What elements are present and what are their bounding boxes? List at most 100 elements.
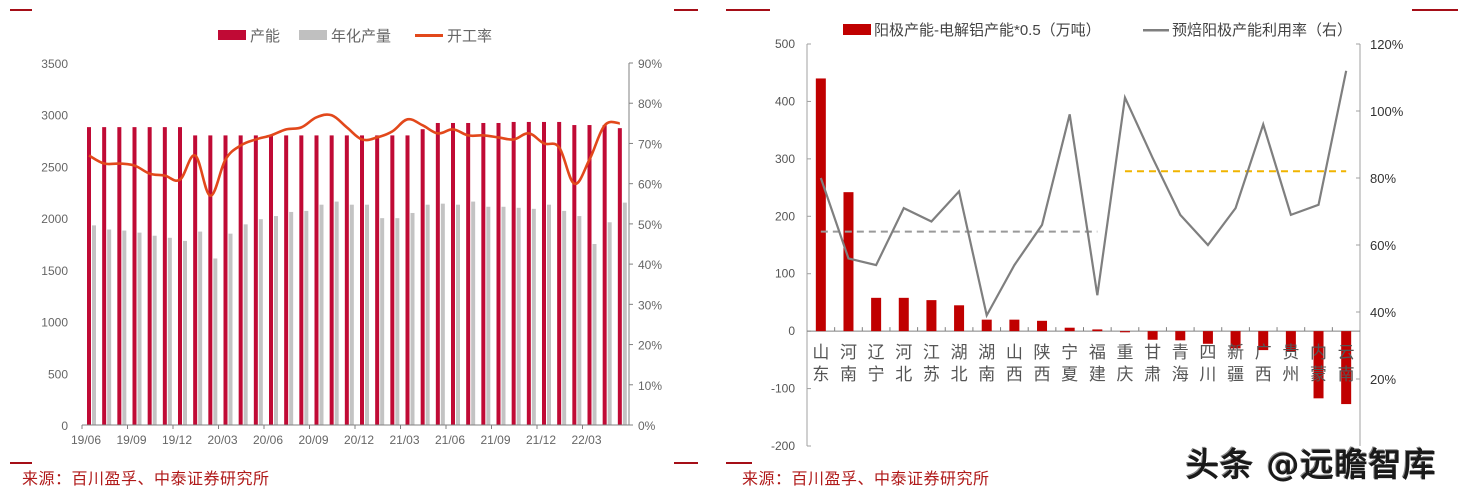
svg-text:湖: 湖	[951, 343, 968, 362]
capacity-bar	[466, 122, 471, 425]
capacity-bar	[390, 135, 395, 425]
svg-text:陕: 陕	[1034, 343, 1051, 362]
x-tick-label: 20/06	[253, 433, 283, 447]
svg-text:甘: 甘	[1144, 343, 1161, 362]
y2-tick-label: 80%	[638, 97, 662, 111]
svg-text:湖: 湖	[978, 343, 995, 362]
x-category-label: 湖南	[978, 343, 995, 384]
legend-item: 年化产量	[299, 28, 391, 45]
capacity-gap-bar	[1064, 327, 1075, 332]
y-tick-label: 3000	[41, 109, 68, 123]
production-bar	[258, 219, 263, 425]
x-category-label: 河南	[840, 343, 857, 384]
y-tick-label: 200	[775, 209, 795, 223]
x-tick-label: 19/12	[162, 433, 192, 447]
legend: 阳极产能-电解铝产能*0.5（万吨） 预焙阳极产能利用率（右）	[843, 22, 1352, 39]
y-tick-label: -100	[771, 382, 795, 396]
legend: 产能 年化产量 开工率	[218, 28, 492, 45]
y-tick-label: 300	[775, 152, 795, 166]
capacity-gap-bar	[843, 192, 854, 332]
production-bar	[137, 232, 142, 425]
y2-tick-label: 50%	[638, 218, 662, 232]
source-note: 来源：百川盈孚、中泰证券研究所	[742, 469, 990, 488]
x-category-label: 陕西	[1034, 343, 1051, 384]
capacity-bar	[420, 129, 425, 426]
capacity-gap-bar	[926, 300, 937, 332]
production-bar	[107, 229, 112, 425]
y2-tick-label: 70%	[638, 137, 662, 151]
capacity-gap-bar	[1037, 320, 1048, 332]
production-bar	[471, 201, 476, 425]
x-tick-label: 20/12	[344, 433, 374, 447]
capacity-bar	[511, 121, 516, 425]
x-category-label: 内蒙	[1310, 343, 1327, 384]
corner-mark-top-right	[1412, 9, 1458, 11]
svg-text:西: 西	[1006, 365, 1023, 384]
capacity-bar	[178, 127, 182, 425]
x-tick-label: 21/06	[435, 433, 465, 447]
x-category-label: 江苏	[923, 343, 940, 384]
capacity-bar	[435, 122, 440, 425]
x-tick-label: 20/09	[298, 433, 328, 447]
svg-text:东: 东	[812, 365, 829, 384]
capacity-bar	[496, 122, 501, 425]
svg-text:预焙阳极产能利用率（右）: 预焙阳极产能利用率（右）	[1172, 22, 1352, 39]
capacity-gap-bar	[1202, 331, 1213, 344]
capacity-bar	[360, 135, 364, 425]
y-tick-label: 400	[775, 94, 795, 108]
production-bar	[365, 204, 369, 425]
capacity-bar	[405, 135, 410, 425]
production-bar	[228, 233, 233, 425]
capacity-bar	[314, 135, 319, 425]
svg-text:福: 福	[1089, 343, 1106, 362]
svg-text:北: 北	[895, 365, 912, 384]
y-tick-label: 0	[788, 324, 795, 338]
capacity-gap-bar	[981, 319, 992, 332]
x-category-label: 贵州	[1282, 343, 1299, 384]
source-note: 来源：百川盈孚、中泰证券研究所	[22, 469, 270, 488]
capacity-bar	[542, 121, 546, 425]
capacity-gap-bar	[1175, 331, 1186, 341]
bar-series	[815, 78, 1352, 405]
capacity-bar	[329, 135, 334, 425]
production-bar	[547, 204, 551, 425]
utilization-line	[88, 113, 621, 198]
capacity-bar	[132, 127, 137, 425]
y2-tick-label: 60%	[638, 178, 662, 192]
capacity-bar	[147, 127, 152, 425]
production-bar	[213, 258, 218, 425]
production-bar	[577, 216, 582, 425]
capacity-gap-bar	[815, 78, 826, 332]
capacity-bar	[375, 135, 380, 425]
y2-tick-label: 120%	[1370, 37, 1404, 52]
production-bar	[456, 204, 460, 425]
y-tick-label: 3500	[41, 57, 68, 71]
y2-tick-label: 90%	[638, 57, 662, 71]
capacity-gap-bar	[1119, 331, 1130, 333]
utilization-line	[819, 70, 1348, 319]
production-bar	[122, 230, 127, 425]
capacity-bar	[162, 127, 167, 425]
production-bar	[349, 204, 354, 425]
capacity-bar	[223, 135, 228, 425]
x-tick-label: 19/09	[116, 433, 146, 447]
capacity-bar	[299, 135, 304, 425]
svg-text:南: 南	[978, 365, 995, 384]
y2-tick-label: 20%	[638, 339, 662, 353]
corner-mark-bottom-left	[10, 462, 32, 464]
production-bar	[501, 206, 506, 425]
x-tick-label: 22/03	[571, 433, 601, 447]
capacity-gap-bar	[1009, 319, 1020, 332]
svg-text:内: 内	[1310, 343, 1327, 362]
capacity-gap-bar	[898, 297, 909, 332]
y2-tick-label: 20%	[1370, 372, 1396, 387]
production-bar	[167, 237, 172, 425]
x-tick-label: 20/03	[207, 433, 237, 447]
production-bar	[289, 211, 294, 425]
capacity-bar	[602, 125, 607, 426]
production-bar	[486, 206, 491, 425]
capacity-gap-bar	[954, 305, 965, 332]
svg-text:河: 河	[895, 343, 912, 362]
y2-tick-label: 40%	[638, 258, 662, 272]
production-bar	[622, 202, 627, 425]
